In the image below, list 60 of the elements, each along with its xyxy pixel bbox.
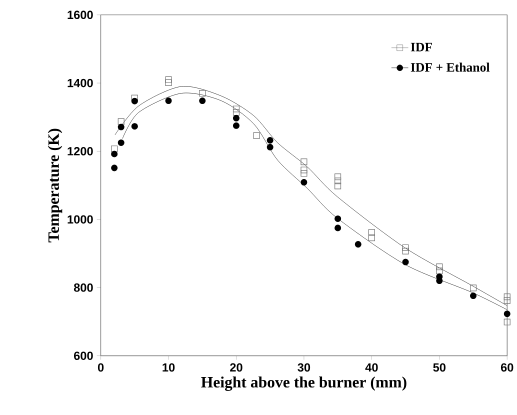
x-tick-label: 0 bbox=[98, 363, 104, 372]
point bbox=[232, 114, 240, 122]
point bbox=[165, 76, 172, 83]
point bbox=[131, 94, 138, 102]
point bbox=[334, 178, 342, 184]
point bbox=[334, 173, 342, 180]
point bbox=[199, 90, 206, 96]
point bbox=[504, 293, 510, 300]
point bbox=[402, 258, 409, 266]
y-tick-label: 800 bbox=[74, 283, 93, 292]
point bbox=[368, 234, 375, 241]
legend-label: IDF bbox=[410, 42, 432, 52]
x-tick-label: 10 bbox=[162, 363, 175, 372]
point bbox=[266, 136, 274, 144]
point bbox=[436, 268, 443, 274]
point bbox=[436, 263, 443, 270]
point bbox=[111, 150, 118, 158]
x-tick-label: 20 bbox=[230, 363, 242, 372]
y-tick-label: 1600 bbox=[68, 10, 93, 19]
point bbox=[131, 122, 138, 130]
point bbox=[131, 98, 138, 104]
point bbox=[300, 170, 308, 177]
x-tick-label: 40 bbox=[365, 363, 378, 372]
x-tick-label: 60 bbox=[500, 363, 514, 372]
point bbox=[334, 224, 342, 232]
point bbox=[354, 240, 362, 248]
point bbox=[111, 145, 118, 152]
point bbox=[232, 106, 240, 112]
point bbox=[402, 248, 409, 254]
point bbox=[253, 132, 260, 139]
point bbox=[266, 144, 274, 150]
x-axis-title: Height above the burner (mm) bbox=[201, 376, 406, 391]
point bbox=[232, 108, 240, 116]
y-tick-label: 1000 bbox=[68, 215, 93, 224]
y-tick-label: 1200 bbox=[68, 146, 93, 156]
point bbox=[118, 139, 124, 146]
point bbox=[300, 158, 308, 165]
point bbox=[300, 178, 308, 186]
point bbox=[402, 244, 409, 251]
point bbox=[118, 118, 124, 125]
point bbox=[504, 297, 510, 304]
point bbox=[199, 97, 206, 104]
point bbox=[111, 164, 118, 172]
x-tick-label: 50 bbox=[433, 363, 446, 372]
point bbox=[368, 228, 375, 236]
point bbox=[470, 292, 477, 299]
point bbox=[334, 215, 342, 222]
point bbox=[118, 124, 124, 130]
y-axis-title: Temperature (K) bbox=[48, 128, 62, 242]
y-tick-label: 1400 bbox=[68, 78, 93, 88]
point bbox=[165, 79, 172, 86]
legend-label: IDF + Ethanol bbox=[410, 62, 490, 72]
point bbox=[165, 97, 172, 104]
y-tick-label: 600 bbox=[74, 351, 93, 360]
point bbox=[470, 284, 477, 292]
point bbox=[300, 166, 308, 174]
point bbox=[334, 182, 342, 190]
point bbox=[232, 122, 240, 129]
x-tick-label: 30 bbox=[298, 363, 310, 372]
point bbox=[504, 318, 510, 326]
